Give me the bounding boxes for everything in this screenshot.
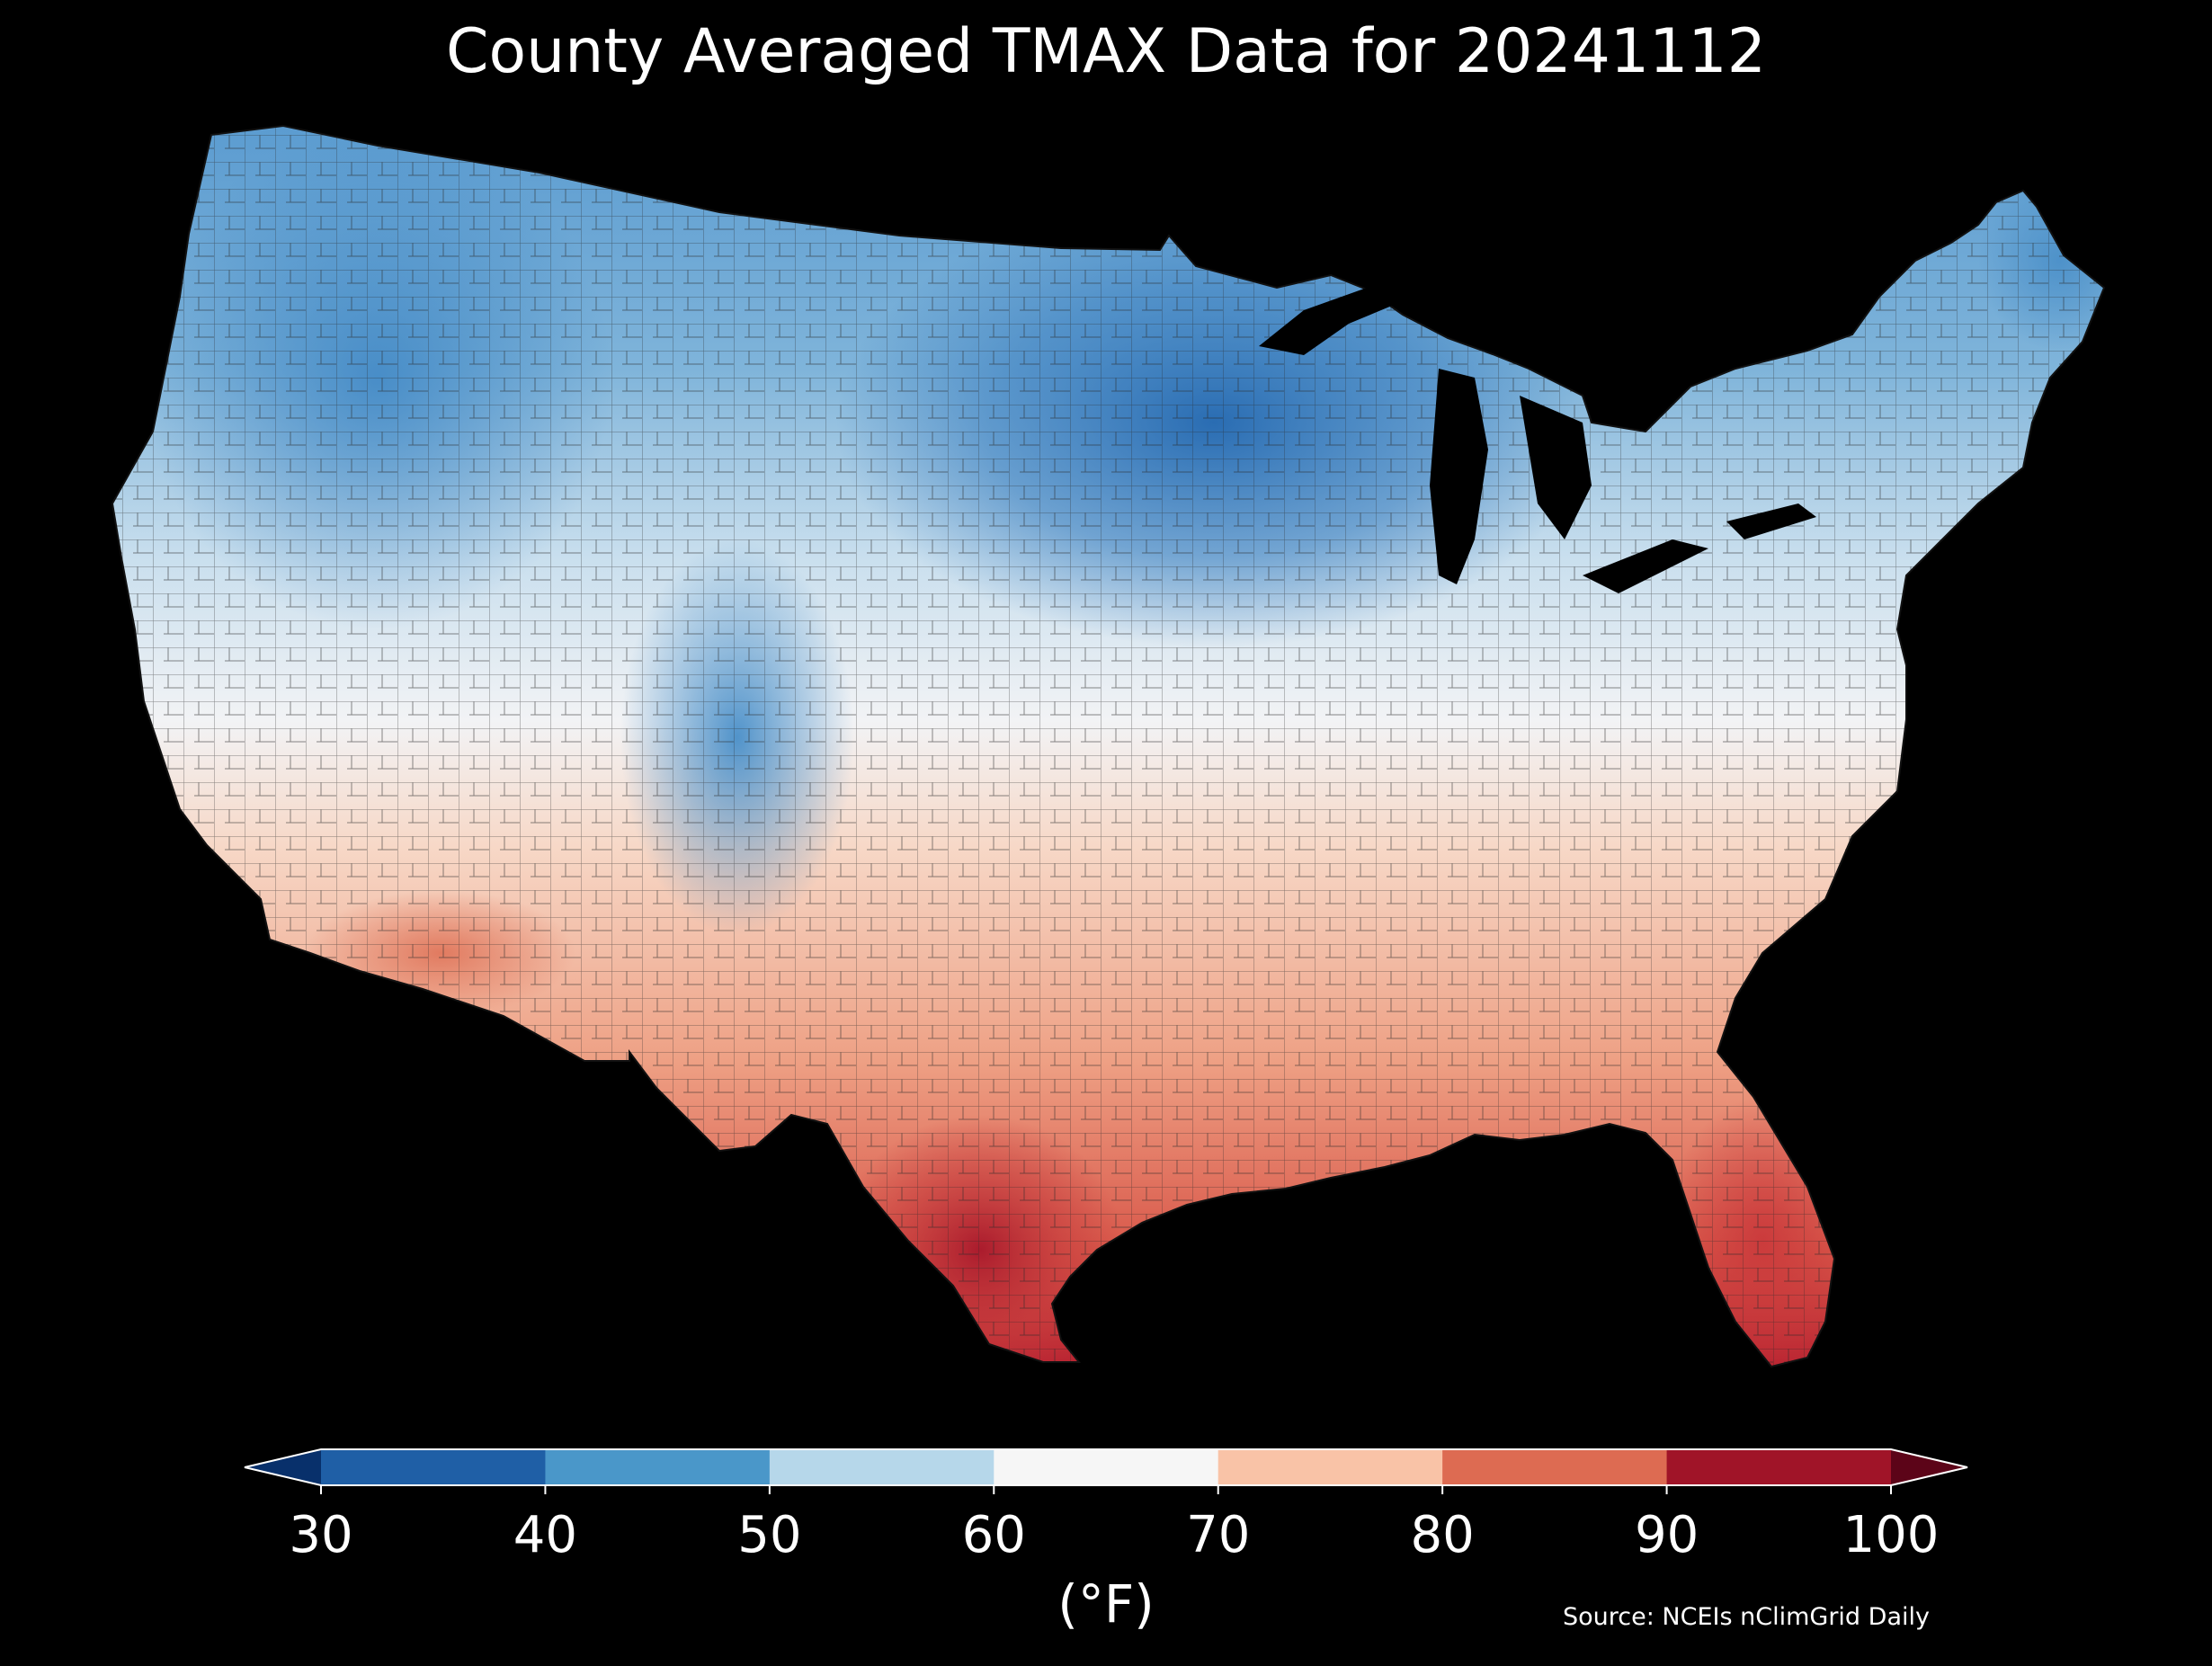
lake-michigan [1430, 369, 1488, 584]
source-credit: Source: NCEIs nClimGrid Daily [1563, 1603, 1930, 1631]
colorbar-bin [994, 1449, 1219, 1485]
colorbar-tick-label: 40 [513, 1506, 577, 1564]
colorbar-tick-label: 30 [289, 1506, 352, 1564]
colorbar-tick-label: 80 [1411, 1506, 1475, 1564]
lake-huron [1520, 396, 1592, 539]
colorbar [244, 1448, 1968, 1486]
colorbar-unit-label: (°F) [1057, 1573, 1155, 1635]
chart-title: County Averaged TMAX Data for 20241112 [446, 16, 1766, 87]
colorbar-tick-label: 90 [1635, 1506, 1699, 1564]
great-lakes [1259, 288, 1816, 593]
colorbar-extend-high [1891, 1449, 1967, 1485]
colorbar-bin [1666, 1449, 1892, 1485]
colorbar-tick-label: 50 [737, 1506, 801, 1564]
colorbar-bin [1217, 1449, 1443, 1485]
colorbar-bin [545, 1449, 771, 1485]
map-fill [112, 126, 2104, 1367]
colorbar-bin [321, 1449, 546, 1485]
lake-superior [1259, 288, 1403, 355]
colorbar-tick-label: 100 [1843, 1506, 1940, 1564]
colorbar-bin [769, 1449, 995, 1485]
colorbar-bin [1442, 1449, 1668, 1485]
colorbar-ticks: 30 40 50 60 70 80 90 100 [289, 1485, 1939, 1564]
colorbar-tick-label: 70 [1186, 1506, 1250, 1564]
lake-ontario [1726, 503, 1816, 539]
colorbar-extend-low [245, 1449, 321, 1485]
lake-erie [1583, 539, 1708, 593]
colorbar-tick-label: 60 [962, 1506, 1026, 1564]
